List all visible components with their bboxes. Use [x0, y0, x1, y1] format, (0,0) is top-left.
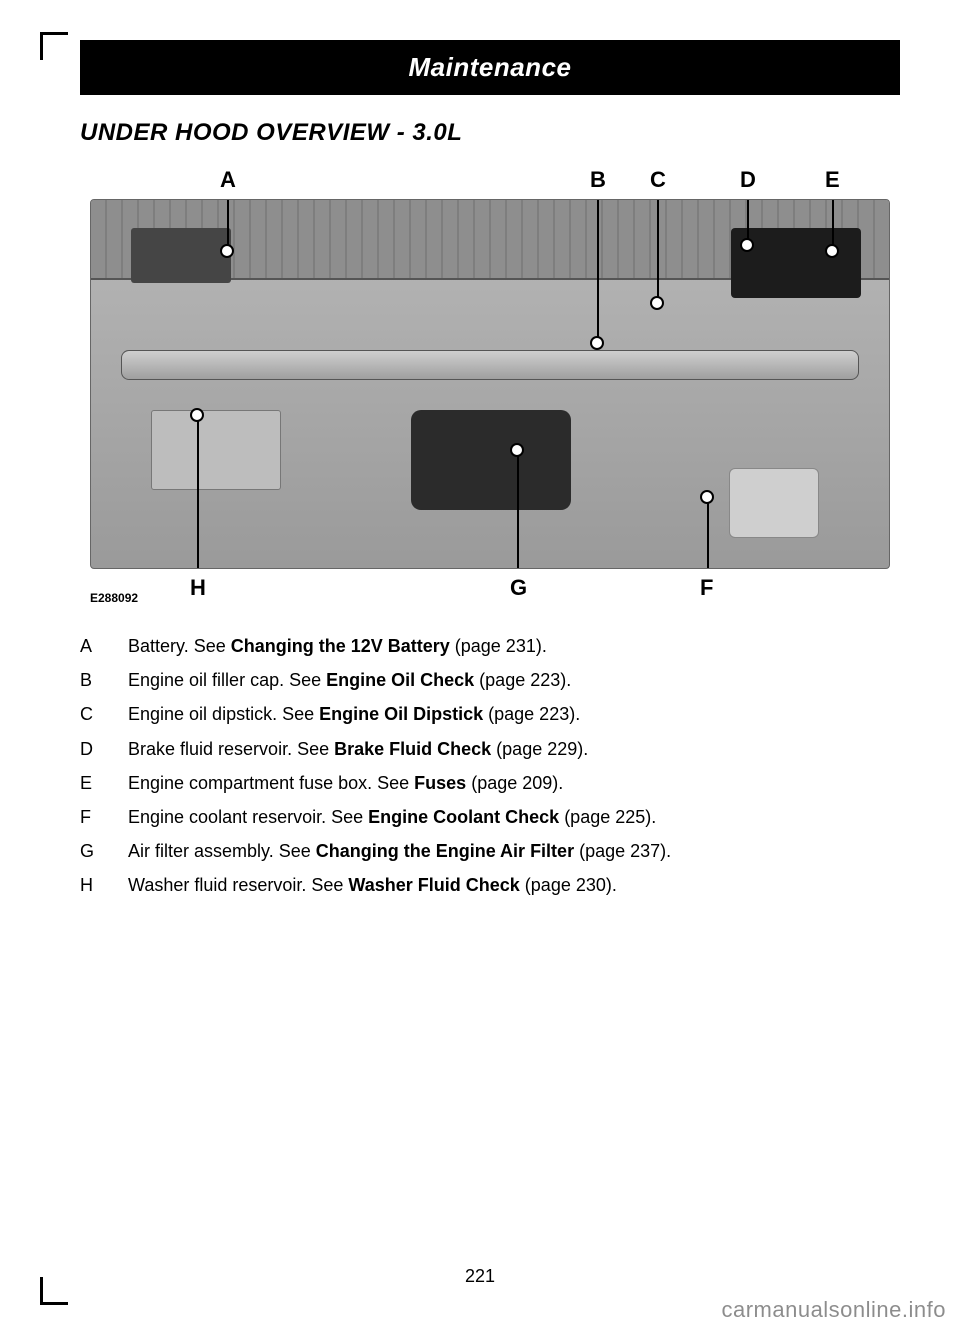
diagram-top-labels: A B C D E	[90, 167, 890, 193]
callout-h	[190, 408, 204, 422]
legend-list: A Battery. See Changing the 12V Battery …	[80, 629, 900, 903]
leader-d	[747, 200, 749, 242]
page-number: 221	[0, 1266, 960, 1287]
callout-f	[700, 490, 714, 504]
legend-letter: H	[80, 868, 100, 902]
ecu-shape	[151, 410, 281, 490]
engine-bay-illustration	[90, 199, 890, 569]
legend-text: Washer fluid reservoir. See Washer Fluid…	[128, 868, 617, 902]
legend-row: D Brake fluid reservoir. See Brake Fluid…	[80, 732, 900, 766]
coolant-reservoir-shape	[729, 468, 819, 538]
legend-row: H Washer fluid reservoir. See Washer Flu…	[80, 868, 900, 902]
page-header: Maintenance	[80, 40, 900, 95]
callout-b	[590, 336, 604, 350]
legend-row: F Engine coolant reservoir. See Engine C…	[80, 800, 900, 834]
section-title: UNDER HOOD OVERVIEW - 3.0L	[80, 119, 900, 147]
engine-diagram: A B C D E	[90, 167, 890, 601]
legend-row: C Engine oil dipstick. See Engine Oil Di…	[80, 697, 900, 731]
legend-letter: E	[80, 766, 100, 800]
legend-text: Engine compartment fuse box. See Fuses (…	[128, 766, 563, 800]
leader-c	[657, 200, 659, 300]
callout-a	[220, 244, 234, 258]
legend-letter: C	[80, 697, 100, 731]
legend-text: Brake fluid reservoir. See Brake Fluid C…	[128, 732, 588, 766]
figure-id: E288092	[90, 591, 138, 605]
strut-bar-shape	[121, 350, 859, 380]
label-h: H	[190, 575, 206, 601]
legend-letter: D	[80, 732, 100, 766]
leader-h	[197, 418, 199, 568]
legend-letter: A	[80, 629, 100, 663]
legend-text: Air filter assembly. See Changing the En…	[128, 834, 671, 868]
battery-shape	[131, 228, 231, 283]
legend-letter: B	[80, 663, 100, 697]
leader-b	[597, 200, 599, 340]
legend-row: A Battery. See Changing the 12V Battery …	[80, 629, 900, 663]
crop-mark	[40, 32, 68, 60]
legend-text: Battery. See Changing the 12V Battery (p…	[128, 629, 547, 663]
legend-letter: G	[80, 834, 100, 868]
leader-g	[517, 453, 519, 568]
airbox-shape	[411, 410, 571, 510]
label-c: C	[650, 167, 666, 193]
callout-e	[825, 244, 839, 258]
callout-d	[740, 238, 754, 252]
label-d: D	[740, 167, 756, 193]
leader-e	[832, 200, 834, 248]
label-f: F	[700, 575, 713, 601]
label-b: B	[590, 167, 606, 193]
legend-text: Engine oil filler cap. See Engine Oil Ch…	[128, 663, 571, 697]
legend-row: E Engine compartment fuse box. See Fuses…	[80, 766, 900, 800]
label-e: E	[825, 167, 840, 193]
legend-row: B Engine oil filler cap. See Engine Oil …	[80, 663, 900, 697]
leader-f	[707, 500, 709, 568]
label-a: A	[220, 167, 236, 193]
callout-g	[510, 443, 524, 457]
diagram-bottom-labels: E288092 H G F	[90, 575, 890, 601]
legend-row: G Air filter assembly. See Changing the …	[80, 834, 900, 868]
callout-c	[650, 296, 664, 310]
label-g: G	[510, 575, 527, 601]
leader-a	[227, 200, 229, 248]
legend-text: Engine coolant reservoir. See Engine Coo…	[128, 800, 656, 834]
legend-text: Engine oil dipstick. See Engine Oil Dips…	[128, 697, 580, 731]
legend-letter: F	[80, 800, 100, 834]
watermark: carmanualsonline.info	[721, 1297, 946, 1323]
